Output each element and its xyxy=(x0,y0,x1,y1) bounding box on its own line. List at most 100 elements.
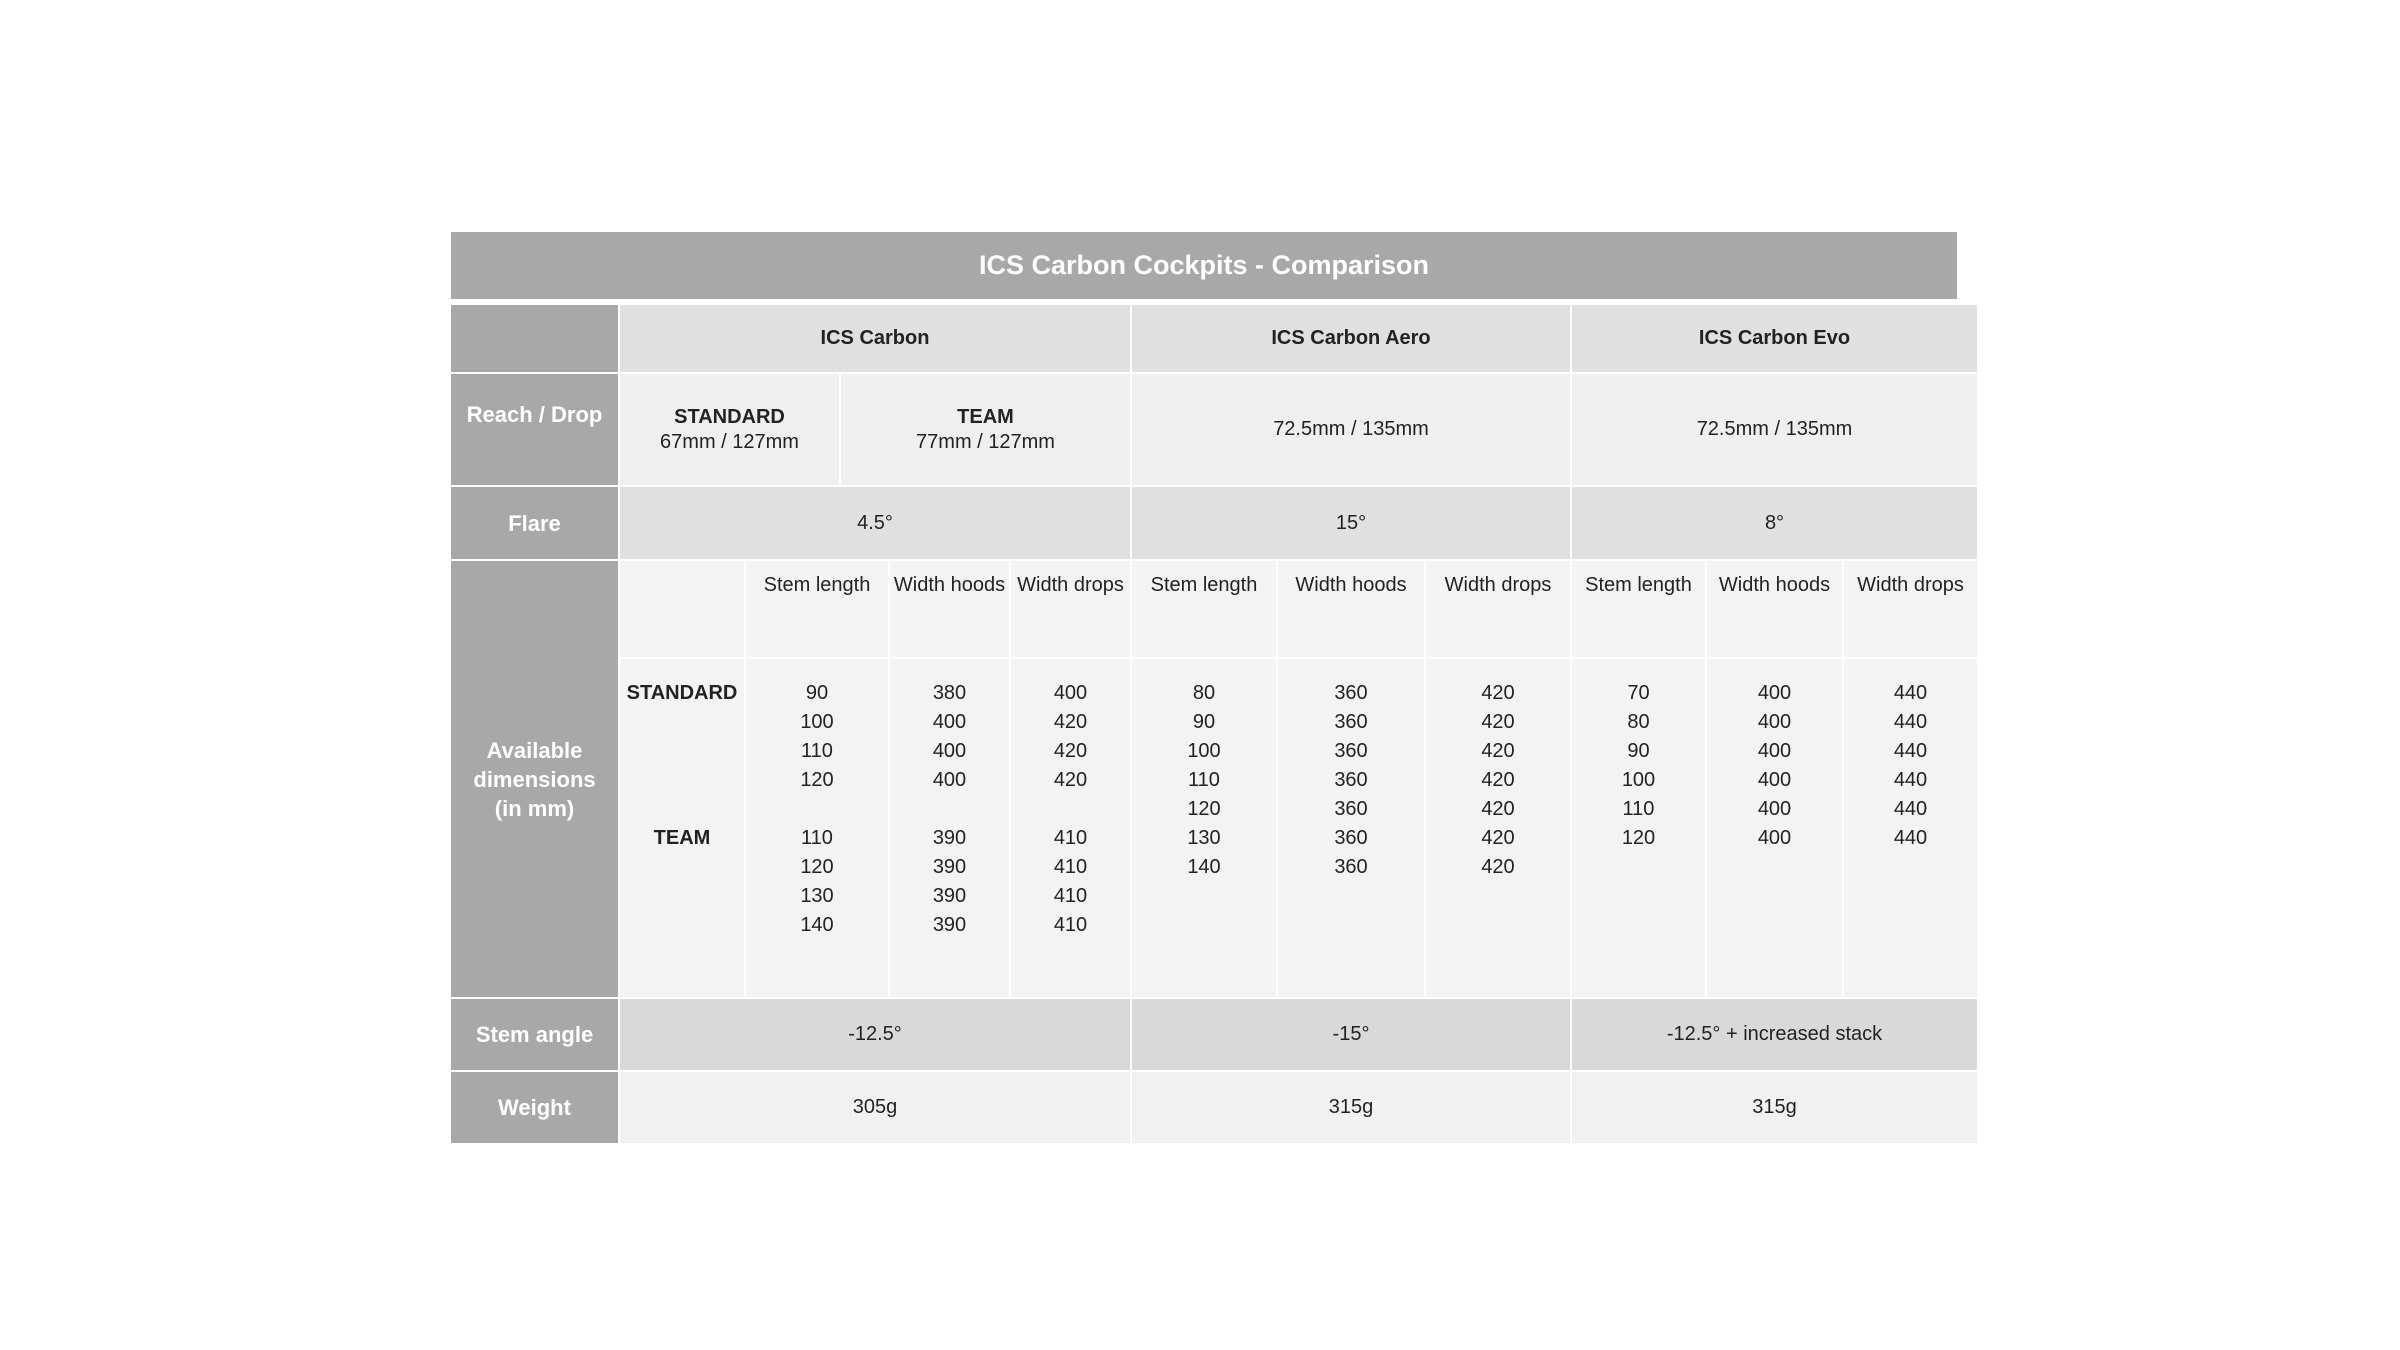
stem-angle-ics-carbon: -12.5° xyxy=(620,999,1130,1070)
list-value: 400 xyxy=(1757,711,1792,733)
list-value: 410 xyxy=(1053,914,1088,936)
subheader-stem-length: Stem length xyxy=(1132,561,1276,657)
list-value xyxy=(620,766,744,795)
list-value xyxy=(1011,795,1130,824)
list-value: 120 xyxy=(1187,798,1221,820)
list-value: 360 xyxy=(1334,682,1368,704)
list-value: 100 xyxy=(800,711,834,733)
list-value: 400 xyxy=(932,711,967,733)
reach-evo: 72.5mm / 135mm xyxy=(1572,374,1977,485)
table-title: ICS Carbon Cockpits - Comparison xyxy=(451,232,1957,299)
list-value: 440 xyxy=(1893,740,1928,762)
list-value: 420 xyxy=(1053,769,1088,791)
list-value: 420 xyxy=(1053,740,1088,762)
list-value: 140 xyxy=(800,914,834,936)
list-value xyxy=(620,708,744,737)
list-value: 410 xyxy=(1053,856,1088,878)
list-value: 390 xyxy=(932,885,967,907)
list-value: 390 xyxy=(932,914,967,936)
reach-team: TEAM 77mm / 127mm xyxy=(841,374,1130,485)
weight-evo: 315g xyxy=(1572,1072,1977,1143)
list-value: 360 xyxy=(1334,769,1368,791)
list-value xyxy=(620,737,744,766)
evo-hoods-list: 400 400 400 400 400 400 xyxy=(1707,659,1842,997)
list-value: 110 xyxy=(1188,769,1220,791)
row-label-dimensions: Available dimensions (in mm) xyxy=(451,561,618,997)
list-value: 90 xyxy=(1627,740,1650,762)
list-value: 400 xyxy=(1757,827,1792,849)
ics-carbon-hoods-list: 380 400 400 400 390 390 390 390 xyxy=(890,659,1009,997)
ics-carbon-stem-list: 90 100 110 120 110 120 130 140 xyxy=(746,659,888,997)
flare-ics-carbon: 4.5° xyxy=(620,487,1130,559)
subheader-stem-length: Stem length xyxy=(746,561,888,657)
reach-aero: 72.5mm / 135mm xyxy=(1132,374,1570,485)
list-value: 400 xyxy=(1757,798,1792,820)
aero-hoods-list: 360 360 360 360 360 360 360 xyxy=(1278,659,1424,997)
list-value: 70 xyxy=(1627,682,1650,704)
list-value: 420 xyxy=(1481,740,1515,762)
variant-header-blank xyxy=(620,561,744,657)
corner-cell xyxy=(451,305,618,372)
subheader-width-drops: Width drops xyxy=(1426,561,1570,657)
header-ics-carbon-aero: ICS Carbon Aero xyxy=(1132,305,1570,372)
list-value: 420 xyxy=(1481,798,1515,820)
list-value: 400 xyxy=(1757,682,1792,704)
weight-ics-carbon: 305g xyxy=(620,1072,1130,1143)
reach-standard-label: STANDARD xyxy=(674,405,785,428)
list-value: 420 xyxy=(1481,711,1515,733)
list-value: STANDARD xyxy=(626,682,738,704)
evo-stem-list: 70 80 90 100 110 120 xyxy=(1572,659,1705,997)
list-value: 400 xyxy=(1757,769,1792,791)
subheader-width-drops: Width drops xyxy=(1011,561,1130,657)
list-value: 120 xyxy=(800,769,834,791)
list-value: 420 xyxy=(1481,856,1515,878)
row-label-weight: Weight xyxy=(451,1072,618,1143)
list-value: 390 xyxy=(932,856,967,878)
list-value xyxy=(746,795,888,824)
list-value: 440 xyxy=(1893,827,1928,849)
list-value: 360 xyxy=(1334,711,1368,733)
list-value: 140 xyxy=(1187,856,1221,878)
subheader-stem-length: Stem length xyxy=(1572,561,1705,657)
list-value: 420 xyxy=(1481,769,1515,791)
reach-team-label: TEAM xyxy=(957,405,1014,428)
row-label-reach-drop: Reach / Drop xyxy=(451,374,618,485)
stem-angle-evo: -12.5° + increased stack xyxy=(1572,999,1977,1070)
list-value: 440 xyxy=(1893,769,1928,791)
subheader-width-hoods: Width hoods xyxy=(890,561,1009,657)
list-value: 440 xyxy=(1893,798,1928,820)
list-value: 400 xyxy=(1757,740,1792,762)
row-label-stem-angle: Stem angle xyxy=(451,999,618,1070)
list-value: 80 xyxy=(1627,711,1650,733)
list-value xyxy=(890,795,1009,824)
list-value: 420 xyxy=(1053,711,1088,733)
comparison-table: ICS Carbon Cockpits - Comparison ICS Car… xyxy=(451,232,1977,1143)
list-value: 100 xyxy=(1187,740,1221,762)
list-value: 380 xyxy=(932,682,967,704)
list-value: 130 xyxy=(800,885,834,907)
list-value xyxy=(620,795,744,824)
subheader-width-hoods: Width hoods xyxy=(1278,561,1424,657)
subheader-width-drops: Width drops xyxy=(1844,561,1977,657)
list-value: 120 xyxy=(800,856,834,878)
list-value: 110 xyxy=(801,740,833,762)
list-value: 440 xyxy=(1893,711,1928,733)
list-value: 110 xyxy=(801,827,833,849)
list-value: 100 xyxy=(1621,769,1656,791)
list-value: 360 xyxy=(1334,827,1368,849)
list-value: 390 xyxy=(932,827,967,849)
evo-drops-list: 440 440 440 440 440 440 xyxy=(1844,659,1977,997)
list-value: TEAM xyxy=(653,827,711,849)
flare-aero: 15° xyxy=(1132,487,1570,559)
reach-team-value: 77mm / 127mm xyxy=(916,430,1055,453)
list-value: 400 xyxy=(932,769,967,791)
row-label-flare: Flare xyxy=(451,487,618,559)
reach-ics-carbon: STANDARD 67mm / 127mm TEAM 77mm / 127mm xyxy=(620,374,1130,485)
subheader-width-hoods: Width hoods xyxy=(1707,561,1842,657)
list-value: 360 xyxy=(1334,798,1368,820)
stem-angle-aero: -15° xyxy=(1132,999,1570,1070)
header-ics-carbon-evo: ICS Carbon Evo xyxy=(1572,305,1977,372)
aero-stem-list: 80 90 100 110 120 130 140 xyxy=(1132,659,1276,997)
list-value: 440 xyxy=(1893,682,1928,704)
list-value: 90 xyxy=(1192,711,1216,733)
